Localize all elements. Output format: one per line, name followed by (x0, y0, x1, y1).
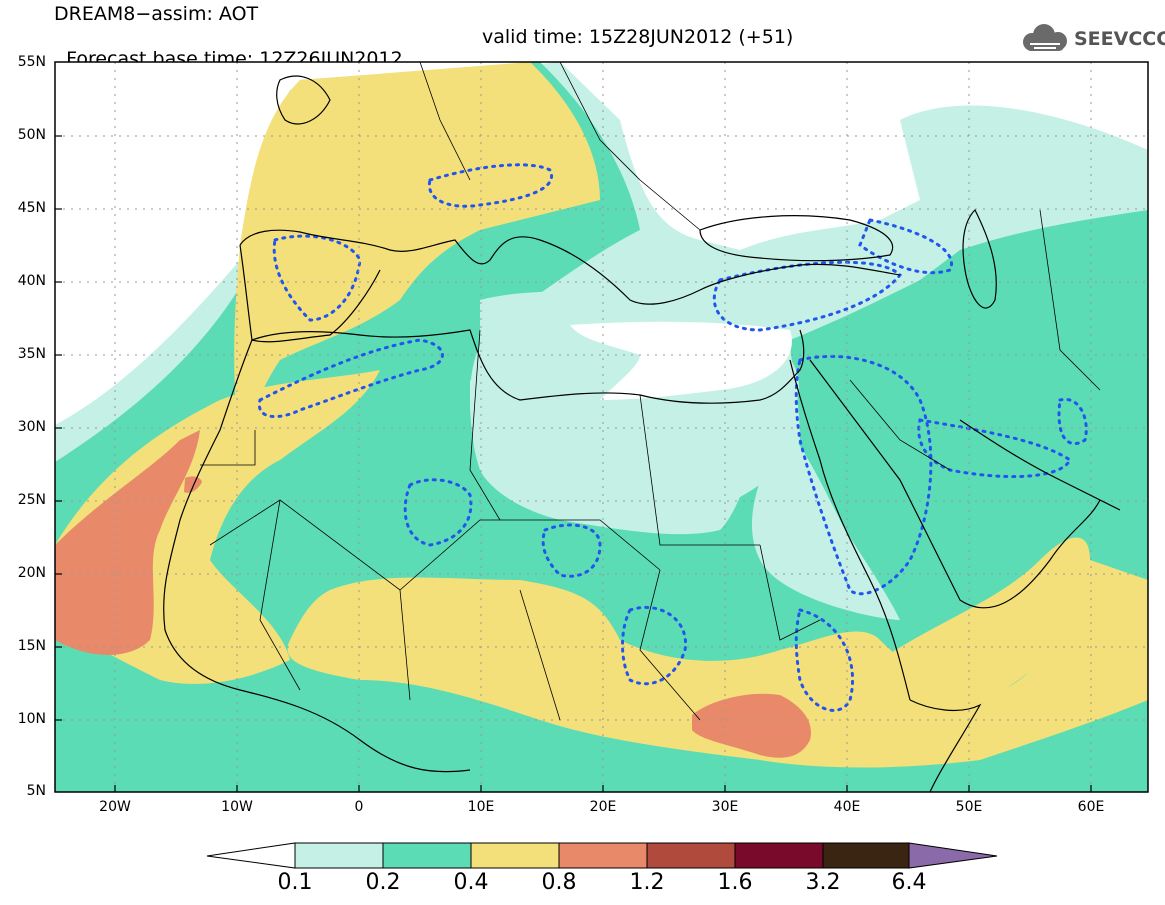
aot-region-0.4-arabia (880, 537, 1090, 704)
lon-label: 10W (221, 799, 253, 815)
lat-label: 40N (17, 273, 46, 289)
colorbar-bin-6 (734, 842, 824, 869)
europe-coast (239, 229, 901, 305)
colorbar-label: 1.6 (717, 870, 753, 895)
colorbar-under-arrow (206, 842, 296, 869)
aot-region-desert-low (480, 291, 900, 620)
caspian-coast (962, 208, 997, 309)
colorbar-label: 6.4 (891, 870, 927, 895)
colorbar-bin-2 (382, 842, 472, 869)
aot-region-0.4-europe (234, 62, 600, 440)
aot-fields (55, 62, 1148, 792)
lon-label: 50E (955, 799, 983, 815)
lat-label: 35N (17, 346, 46, 362)
colorbar-over-arrow (908, 842, 998, 869)
aot-region-desert-low-2 (470, 380, 760, 535)
aot-region-mediterranean-clear (570, 321, 792, 400)
lat-label: 10N (17, 711, 46, 727)
north-africa-coast (251, 329, 805, 404)
colorbar-bin-3 (470, 842, 560, 869)
colorbar-bin-5 (646, 842, 736, 869)
aot-region-0.4-sahel (287, 560, 1148, 768)
iberia-coast (239, 244, 381, 343)
colorbar-label: 0.2 (365, 870, 401, 895)
lat-label: 50N (17, 127, 46, 143)
aot-region-0.8-atlantic (55, 430, 200, 655)
arabia-coast (809, 359, 1101, 609)
black-sea-coast (699, 215, 894, 262)
lon-label: 0 (354, 799, 364, 815)
chart-title: DREAM8−assim: AOT (54, 3, 259, 25)
graticule (55, 62, 1148, 792)
lat-label: 20N (17, 565, 46, 581)
coastlines (163, 75, 1121, 792)
cloud-icon (1023, 24, 1067, 51)
colorbar (206, 842, 998, 869)
lat-label: 5N (26, 783, 46, 799)
colorbar-label: 0.4 (453, 870, 489, 895)
lat-label: 45N (17, 200, 46, 216)
lat-label: 25N (17, 492, 46, 508)
lon-label: 10E (467, 799, 495, 815)
red-sea-coast (789, 359, 911, 701)
map-frame (54, 61, 1149, 793)
colorbar-bin-7 (822, 842, 910, 869)
lon-label: 40E (833, 799, 861, 815)
aot-region-0.8-canary (184, 476, 202, 493)
lat-label: 55N (17, 54, 46, 70)
lon-label: 20E (589, 799, 617, 815)
colorbar-label: 0.8 (541, 870, 577, 895)
lat-label: 30N (17, 419, 46, 435)
west-africa-coast (163, 339, 471, 773)
colorbar-bin-4 (558, 842, 648, 869)
lon-label: 60E (1077, 799, 1105, 815)
colorbar-label: 0.1 (277, 870, 313, 895)
horn-africa-coast (909, 699, 982, 792)
seevccc-logo: SEEVCCC (1018, 22, 1165, 56)
colorbar-label: 3.2 (805, 870, 841, 895)
lat-label: 15N (17, 638, 46, 654)
dotted-contours (257, 163, 1088, 712)
lon-label: 20W (99, 799, 131, 815)
colorbar-label: 1.2 (629, 870, 665, 895)
persian-gulf-coast (959, 419, 1121, 511)
logo-text: SEEVCCC (1074, 28, 1165, 50)
colorbar-bin-1 (294, 842, 384, 869)
aot-region-0.8-sudan (692, 693, 811, 758)
axis-ticks (55, 135, 1092, 792)
lon-label: 30E (711, 799, 739, 815)
country-borders (200, 62, 1101, 721)
valid-time: valid time: 15Z28JUN2012 (+51) (482, 26, 794, 48)
british-isles (276, 75, 331, 125)
